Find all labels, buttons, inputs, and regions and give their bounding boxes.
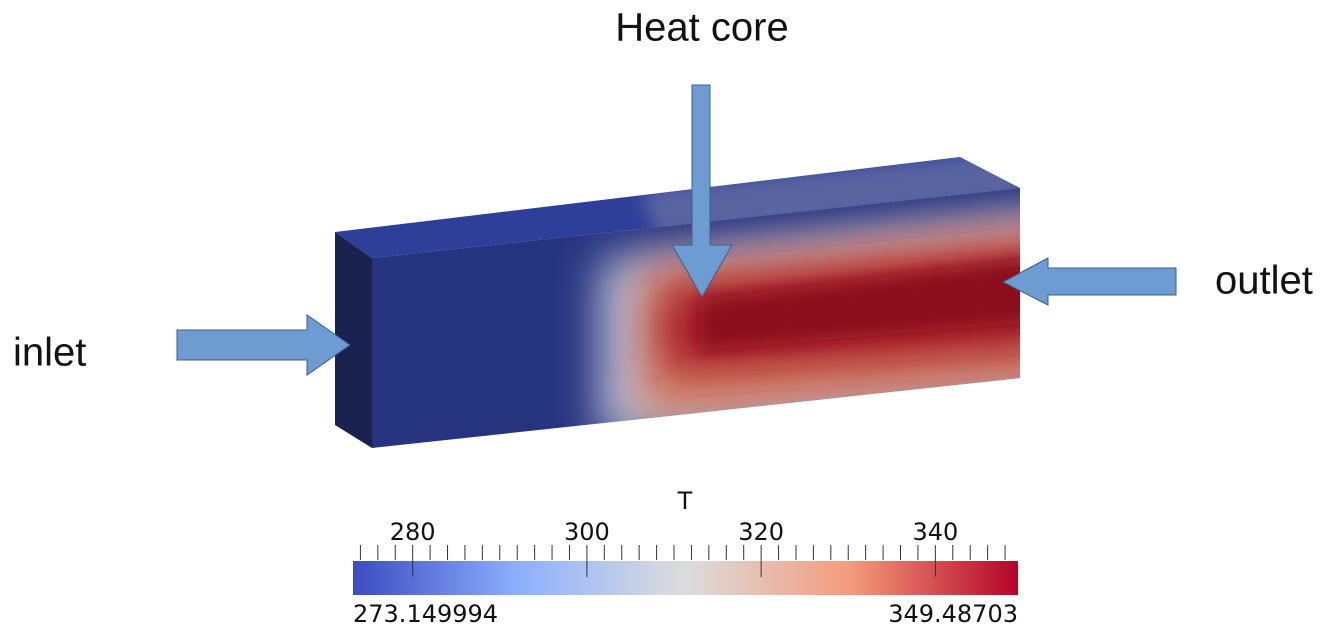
colorbar-min: 273.149994 [353, 600, 498, 628]
tick-label: 280 [390, 518, 436, 546]
heat-core-label: Heat core [615, 6, 788, 50]
outlet-arrow [1003, 258, 1176, 305]
figure: Heat core inlet outlet T 273.149994 349.… [0, 0, 1338, 629]
inlet-arrow [177, 315, 350, 375]
colorbar: T 273.149994 349.48703 280 300 320 340 [353, 487, 1018, 628]
tick-label: 300 [564, 518, 610, 546]
tick-label: 340 [912, 518, 958, 546]
tick-label: 320 [738, 518, 784, 546]
colorbar-gradient [353, 561, 1018, 595]
inlet-label: inlet [13, 331, 86, 375]
outlet-label: outlet [1215, 259, 1313, 303]
colorbar-max: 349.48703 [888, 600, 1018, 628]
colorbar-title: T [677, 487, 693, 515]
